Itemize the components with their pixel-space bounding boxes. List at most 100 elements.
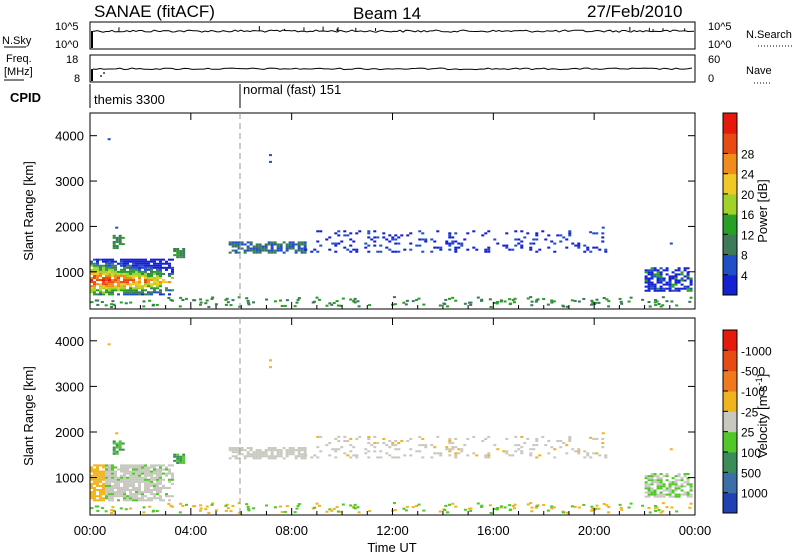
velocity-cell-762 bbox=[656, 495, 660, 498]
power-cell-526 bbox=[300, 249, 304, 252]
power-cell-118 bbox=[111, 268, 114, 271]
velocity-cell-204 bbox=[129, 478, 132, 481]
velocity-cell-978 bbox=[405, 505, 409, 508]
power-cell-298 bbox=[147, 272, 150, 275]
velocity-cell-482 bbox=[267, 455, 271, 458]
velocity-cell-596 bbox=[391, 442, 395, 445]
velocity-cell-248 bbox=[138, 489, 141, 492]
power-cell-680 bbox=[529, 248, 533, 251]
velocity-cell-646 bbox=[460, 448, 464, 451]
velocity-cell-582 bbox=[373, 435, 377, 438]
nsky-label: N.Sky bbox=[2, 35, 32, 47]
velocity-cell-546 bbox=[328, 442, 332, 445]
velocity-cell-633 bbox=[448, 439, 452, 443]
power-cell-92 bbox=[108, 287, 111, 290]
power-cell-984 bbox=[352, 300, 356, 303]
velocity-cell-668 bbox=[511, 454, 515, 457]
velocity-cell-374 bbox=[165, 474, 168, 477]
velocity-cell-882 bbox=[565, 511, 569, 514]
velocity-cell-533 bbox=[303, 451, 307, 454]
velocity-cell-361 bbox=[159, 468, 162, 471]
velocity-cell-567 bbox=[355, 456, 359, 459]
velocity-cell-618 bbox=[424, 444, 428, 447]
power-cell-552 bbox=[337, 242, 341, 245]
power-cell-800 bbox=[668, 275, 672, 278]
velocity-cell-615 bbox=[421, 444, 425, 447]
power-cell-825 bbox=[680, 279, 684, 282]
power-cell-558 bbox=[343, 230, 347, 233]
velocity-cell-317 bbox=[150, 466, 153, 469]
velocity-cell-196 bbox=[129, 497, 132, 500]
power-cell-649 bbox=[466, 232, 470, 235]
velocity-cell-273 bbox=[141, 464, 144, 467]
velocity-cell-816 bbox=[677, 495, 681, 498]
power-cell-173 bbox=[123, 270, 126, 273]
velocity-cell-581 bbox=[373, 442, 377, 445]
power-cell-330 bbox=[153, 262, 156, 265]
velocity-cell-893 bbox=[226, 507, 230, 510]
velocity-cell-163 bbox=[123, 497, 126, 500]
power-cell-892 bbox=[246, 301, 250, 304]
velocity-cell-104 bbox=[108, 468, 111, 471]
power-cell-467 bbox=[255, 245, 259, 248]
power-cell-845 bbox=[689, 283, 693, 286]
velocity-cell-126 bbox=[114, 491, 117, 494]
power-cell-122 bbox=[111, 260, 114, 263]
cpid-mode-normal: normal (fast) 151 bbox=[243, 82, 341, 97]
power-cell-919 bbox=[675, 304, 679, 307]
velocity-cell-79 bbox=[105, 482, 108, 485]
power-cell-450 bbox=[243, 249, 247, 252]
velocity-cell-556 bbox=[343, 452, 347, 455]
power-cell-615 bbox=[421, 238, 425, 241]
velocity-cell-279 bbox=[144, 484, 147, 487]
power-cell-477 bbox=[264, 249, 268, 252]
power-cell-415 bbox=[176, 256, 180, 259]
power-cell-160 bbox=[120, 260, 123, 263]
power-cell-190 bbox=[126, 266, 129, 269]
velocity-cell-222 bbox=[132, 474, 135, 477]
velocity-cell-197 bbox=[129, 495, 132, 498]
velocity-cell-756 bbox=[653, 491, 657, 494]
velocity-cell-839 bbox=[686, 481, 690, 484]
velocity-cell-426 bbox=[182, 457, 186, 460]
power-cell-646 bbox=[460, 242, 464, 245]
power-cell-95 bbox=[108, 281, 111, 284]
power-cell-267 bbox=[141, 272, 144, 275]
velocity-cell-902 bbox=[653, 507, 657, 510]
power-cell-743 bbox=[647, 269, 651, 272]
power-cell-863 bbox=[594, 301, 598, 304]
velocity-cell-171 bbox=[123, 480, 126, 483]
velocity-cell-103 bbox=[108, 470, 111, 473]
power-cell-998 bbox=[155, 303, 159, 307]
velocity-cell-869 bbox=[199, 504, 203, 507]
velocity-cell-337 bbox=[156, 486, 159, 490]
power-cell-809 bbox=[674, 283, 678, 286]
power-cell-718 bbox=[595, 246, 599, 249]
power-cell-62 bbox=[102, 281, 105, 284]
velocity-cell-114 bbox=[111, 484, 114, 487]
velocity-cell-772 bbox=[659, 493, 663, 496]
velocity-cell-580 bbox=[373, 446, 377, 449]
velocity-cell-968 bbox=[112, 509, 116, 512]
power-cell-692 bbox=[547, 246, 551, 249]
velocity-cell-665 bbox=[505, 450, 509, 453]
power-cell-711 bbox=[583, 250, 587, 253]
power-cell-405 bbox=[118, 242, 122, 246]
velocity-cell-497 bbox=[276, 451, 280, 454]
power-cell-468 bbox=[255, 243, 259, 246]
power-cell-906 bbox=[689, 296, 693, 299]
power-cell-714 bbox=[586, 246, 590, 249]
power-cell-758 bbox=[653, 275, 657, 278]
power-cell-227 bbox=[132, 258, 135, 261]
power-cell-126 bbox=[114, 285, 117, 288]
velocity-cell-827 bbox=[680, 479, 684, 482]
velocity-cell-526 bbox=[300, 455, 304, 458]
power-cell-288 bbox=[144, 260, 147, 263]
power-cell-97 bbox=[108, 277, 111, 280]
power-cell-976 bbox=[653, 299, 657, 302]
power-cell-14 bbox=[93, 291, 96, 294]
velocity-cell-737 bbox=[647, 489, 651, 492]
velocity-cell-523 bbox=[297, 449, 301, 452]
velocity-cell-281 bbox=[144, 480, 147, 483]
